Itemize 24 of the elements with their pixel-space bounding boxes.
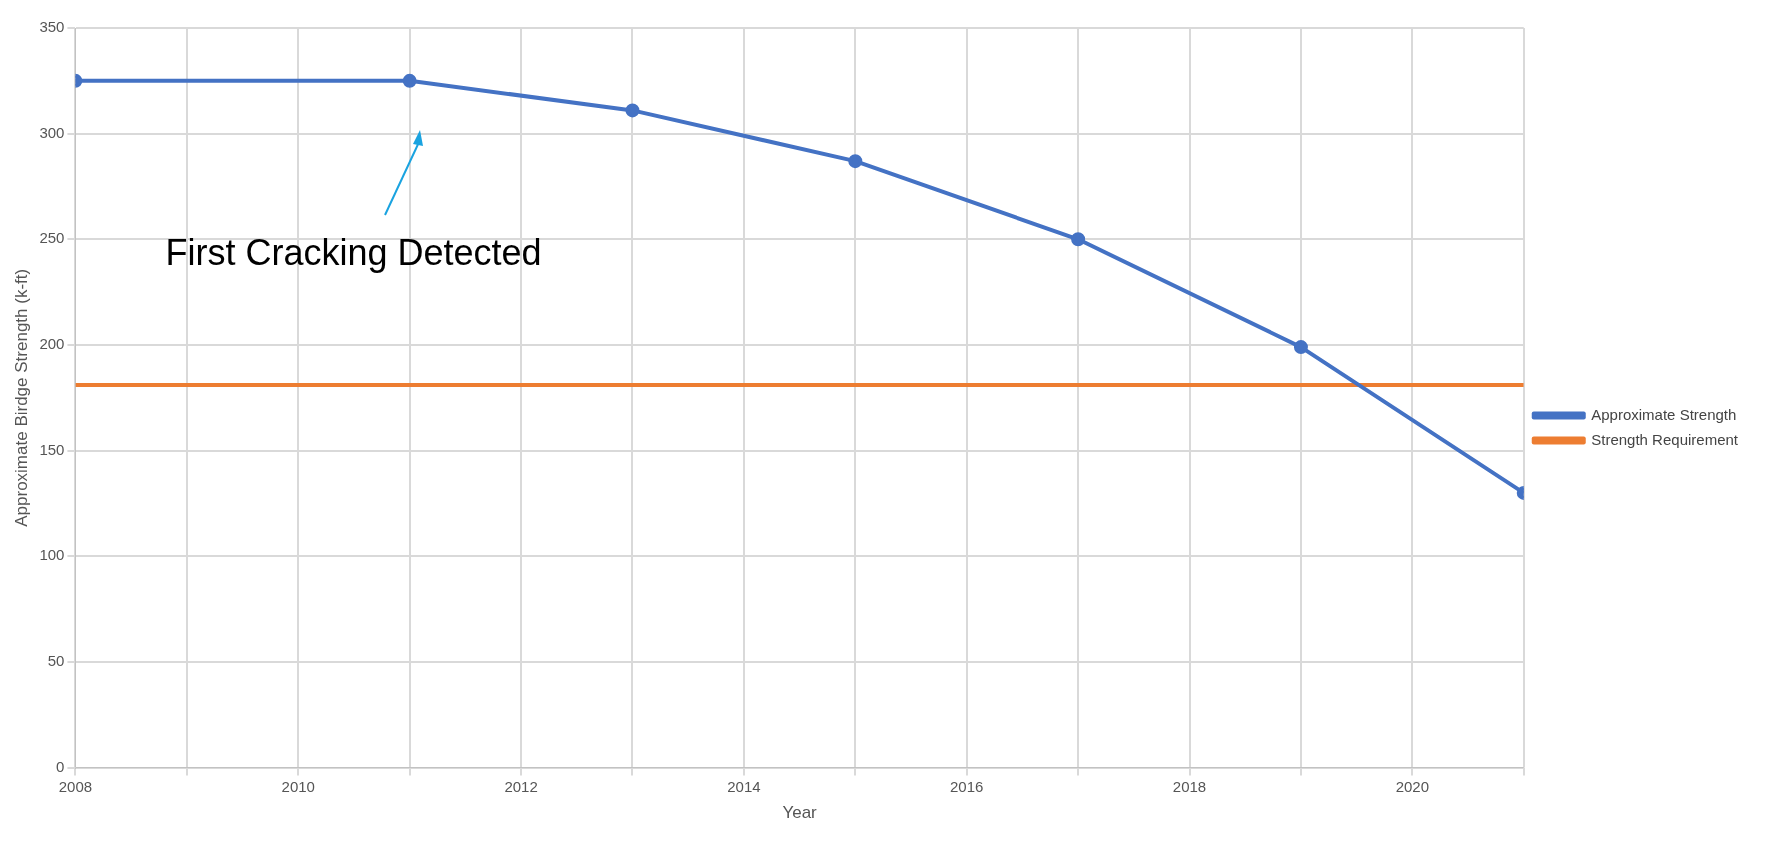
point <box>1071 232 1086 247</box>
y-axis-title: Approximate Birdge Strength (k-ft) <box>11 268 31 527</box>
y-tick-label: 100 <box>39 546 65 564</box>
point <box>625 103 640 118</box>
x-tick-label: 2010 <box>281 777 315 795</box>
y-tick-label: 150 <box>39 440 65 458</box>
x-tick-label: 2012 <box>504 777 538 795</box>
y-tick-label: 50 <box>47 652 65 670</box>
y-tick-label: 300 <box>39 123 65 141</box>
legend-label: Strength Requirement <box>1591 430 1739 448</box>
y-tick-label: 200 <box>39 335 65 353</box>
x-tick-label: 2020 <box>1395 777 1430 795</box>
x-tick-label: 2018 <box>1172 777 1207 795</box>
x-tick-label: 2008 <box>58 777 93 795</box>
y-tick-label: 0 <box>56 757 65 775</box>
annotation: First Cracking Detected <box>165 231 542 273</box>
point <box>1293 340 1308 355</box>
x-axis-title: Year <box>782 803 818 823</box>
y-tick-label: 250 <box>39 229 65 247</box>
legend-label: Approximate Strength <box>1591 405 1737 423</box>
y-tick-label: 350 <box>39 18 65 36</box>
x-tick-label: 2014 <box>727 777 761 795</box>
point <box>848 154 863 169</box>
x-tick-label: 2016 <box>950 777 984 795</box>
